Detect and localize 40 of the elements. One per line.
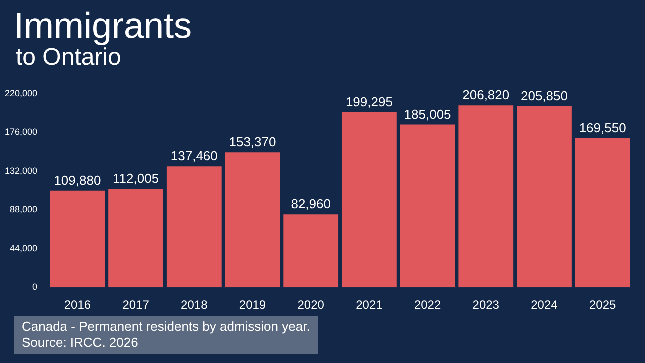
y-tick-label: 132,000	[4, 166, 38, 176]
data-label: 137,460	[170, 148, 218, 164]
x-tick-label: 2021	[356, 298, 384, 312]
y-tick-label: 220,000	[4, 88, 38, 98]
source-note: Source: IRCC. 2026	[22, 335, 140, 351]
data-label: 206,820	[462, 88, 510, 103]
data-label: 82,960	[291, 196, 331, 212]
bar	[400, 124, 456, 288]
bar	[458, 106, 514, 288]
y-tick-label: 0	[32, 282, 38, 292]
bar	[108, 189, 164, 288]
bar	[225, 152, 280, 288]
y-tick-label: 88,000	[10, 204, 38, 215]
chart-title: Immigrants	[14, 5, 192, 46]
x-tick-label: 2024	[531, 298, 558, 312]
y-tick-label: 44,000	[10, 243, 38, 254]
x-tick-label: 2020	[298, 298, 325, 312]
y-tick-label: 176,000	[4, 127, 38, 138]
bar	[50, 190, 106, 288]
data-label: 153,370	[229, 134, 276, 150]
x-tick-label: 2023	[472, 298, 500, 312]
bar	[166, 166, 222, 288]
text: Canada - Permanent residents by admission year.	[22, 319, 310, 335]
data-label: 169,550	[579, 120, 626, 136]
chart-subtitle: to Ontario	[16, 44, 122, 72]
x-tick-label: 2022	[414, 298, 442, 312]
data-label: 199,295	[346, 94, 393, 110]
bar	[517, 106, 572, 288]
data-label: 112,005	[113, 171, 160, 186]
x-tick-label: 2025	[589, 298, 616, 312]
data-label: 185,005	[404, 106, 452, 122]
data-label: 205,850	[520, 88, 568, 104]
bar	[575, 138, 630, 288]
bar	[284, 214, 339, 288]
bar	[342, 112, 397, 288]
x-tick-label: 2018	[181, 298, 208, 312]
data-label: 109,880	[54, 172, 102, 188]
x-tick-label: 2017	[122, 298, 150, 312]
x-tick-label: 2016	[64, 298, 92, 312]
x-tick-label: 2019	[239, 298, 266, 312]
